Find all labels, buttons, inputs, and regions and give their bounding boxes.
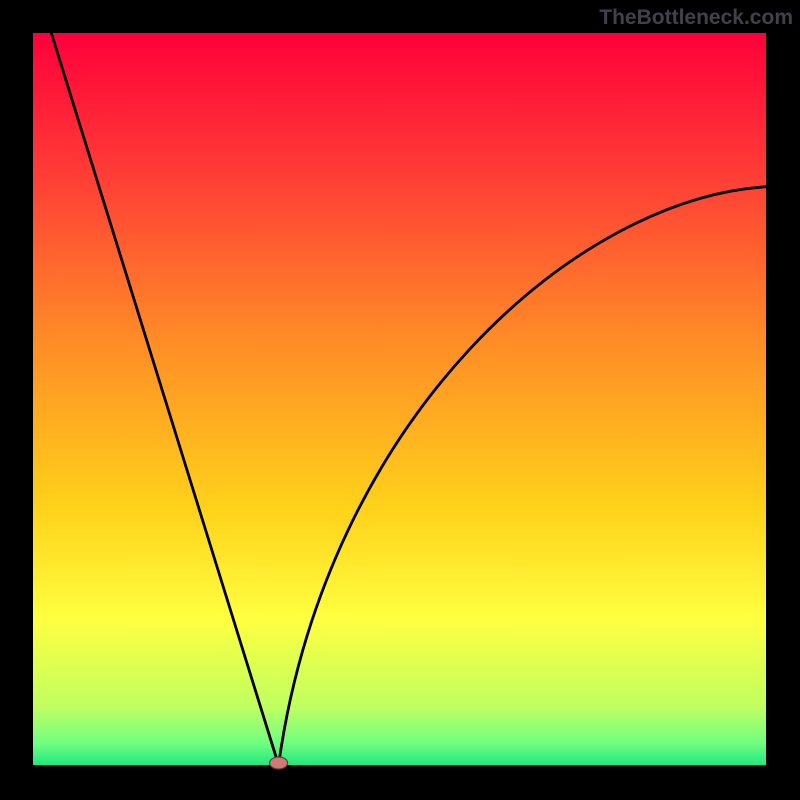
attribution-text: TheBottleneck.com — [599, 6, 793, 29]
chart-plot-bg — [33, 33, 766, 765]
bottleneck-chart-svg: TheBottleneck.com — [0, 0, 800, 800]
chart-root: TheBottleneck.com — [0, 0, 800, 800]
minimum-marker — [270, 757, 288, 769]
